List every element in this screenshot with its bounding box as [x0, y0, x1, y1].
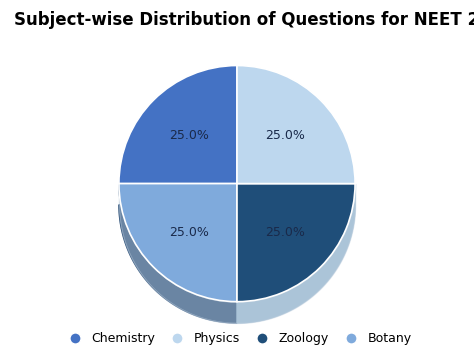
- Text: 25.0%: 25.0%: [169, 225, 209, 239]
- Wedge shape: [119, 66, 237, 184]
- Wedge shape: [119, 184, 237, 302]
- Wedge shape: [237, 66, 355, 184]
- Polygon shape: [237, 184, 355, 323]
- Text: 25.0%: 25.0%: [169, 129, 209, 142]
- Polygon shape: [119, 184, 237, 323]
- Text: Subject-wise Distribution of Questions for NEET 2023: Subject-wise Distribution of Questions f…: [14, 11, 474, 29]
- Text: 25.0%: 25.0%: [265, 225, 305, 239]
- Text: 25.0%: 25.0%: [265, 129, 305, 142]
- Wedge shape: [237, 184, 355, 302]
- Legend: Chemistry, Physics, Zoology, Botany: Chemistry, Physics, Zoology, Botany: [57, 327, 417, 350]
